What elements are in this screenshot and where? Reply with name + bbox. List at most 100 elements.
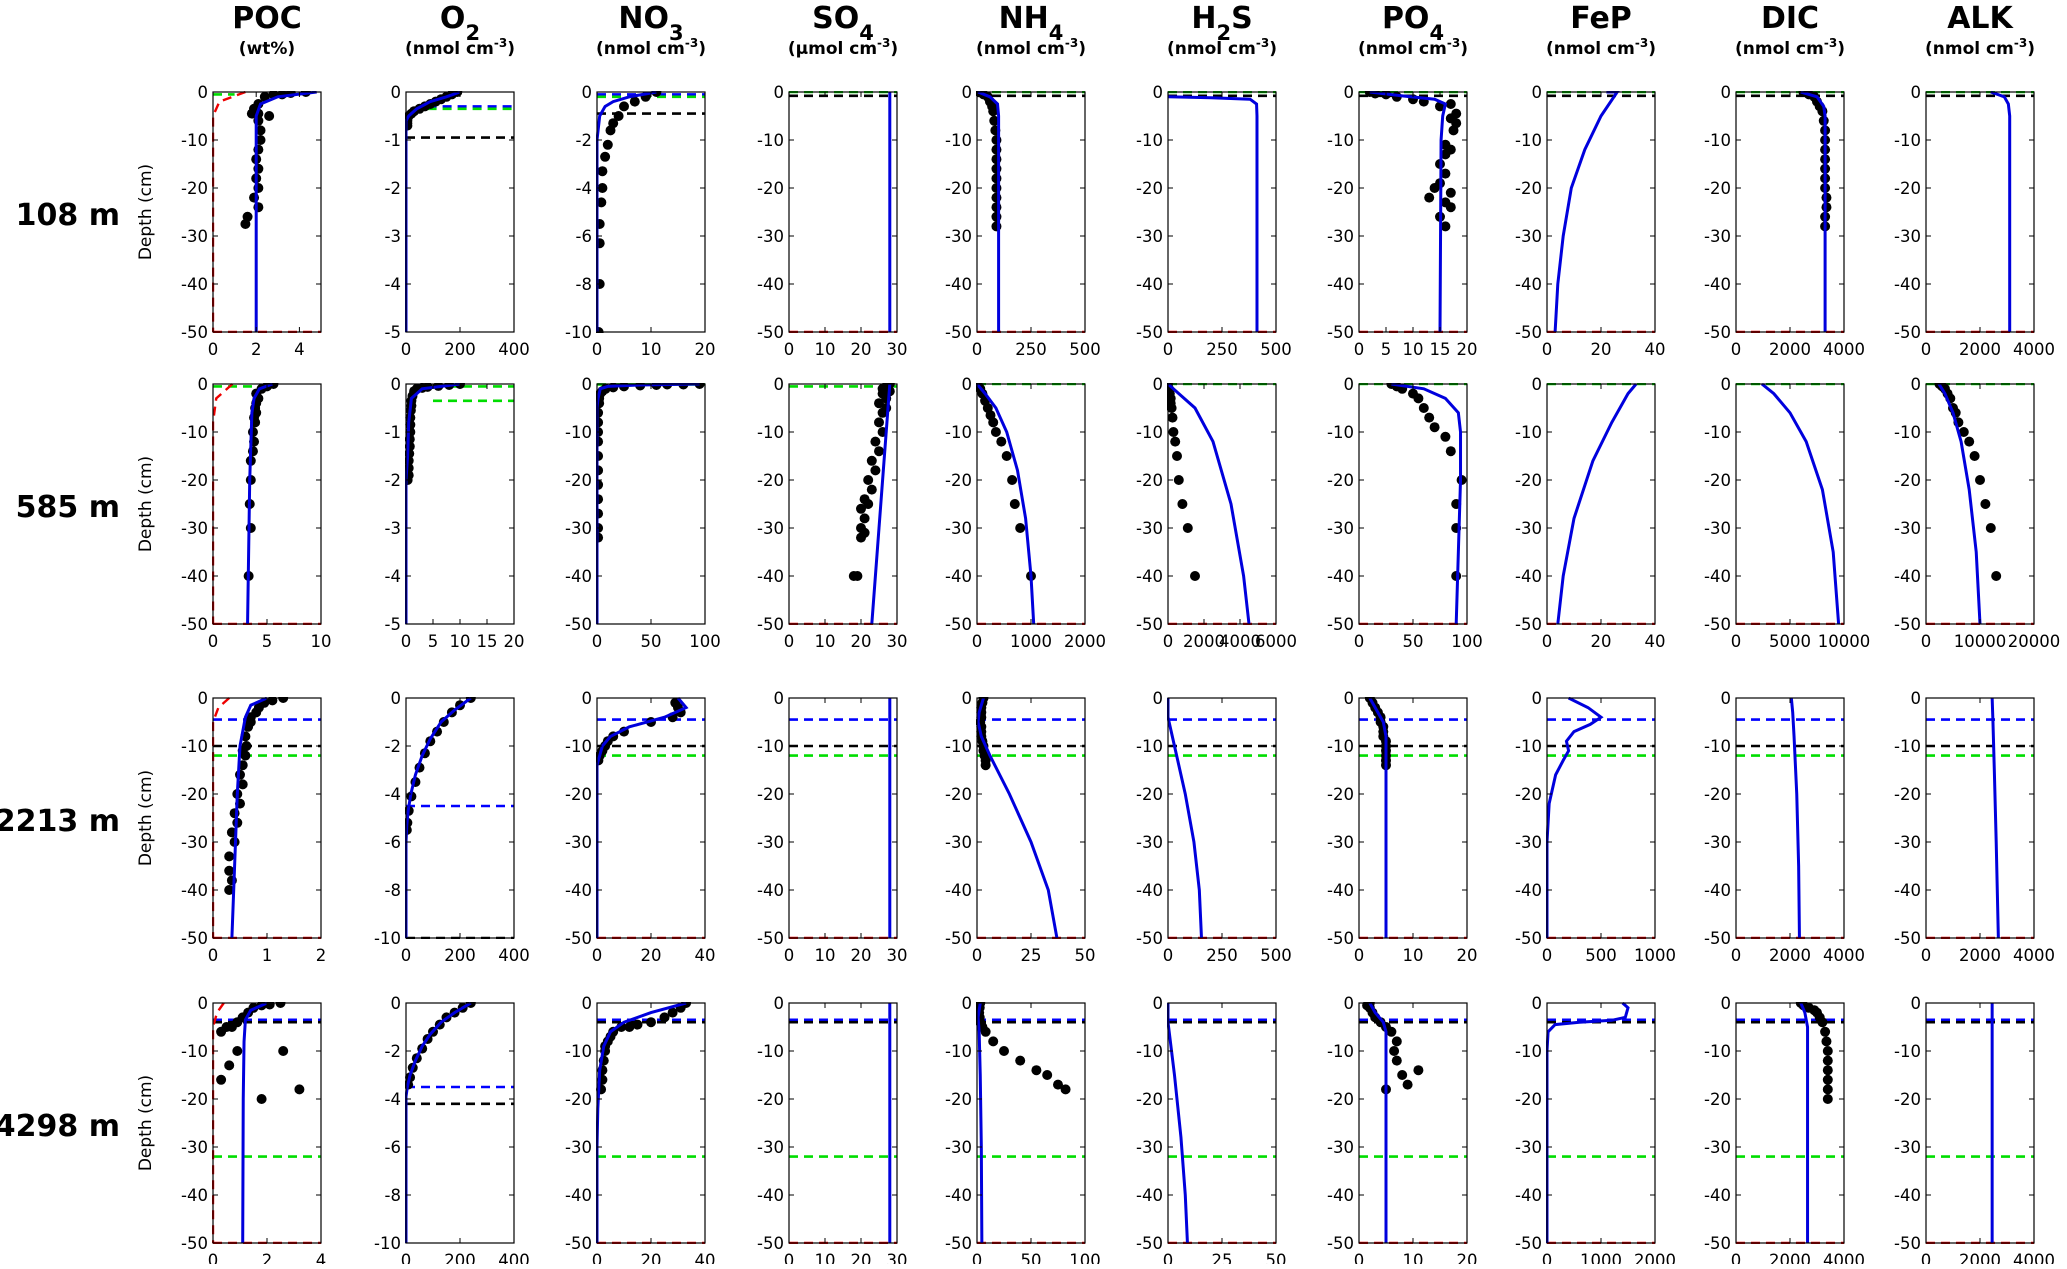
y-tick-label: -20 [757,179,784,198]
x-tick-label: 5 [428,632,439,651]
y-tick-label: -8 [385,881,401,900]
measured-point [597,166,608,177]
y-tick-label: -30 [1894,227,1921,246]
x-tick-label: 25 [1021,946,1042,965]
measured-point [1440,431,1451,442]
panel-plot-area [1926,1003,2034,1244]
measured-point [1969,451,1980,461]
x-tick-label: 0 [784,1251,795,1264]
model-profile-line [405,1002,472,1243]
y-tick-label: -50 [757,1234,784,1253]
y-tick-label: -40 [945,881,972,900]
x-tick-label: 0 [972,340,983,359]
x-tick-label: 20 [695,340,716,359]
y-tick-label: -50 [1327,615,1354,634]
y-tick-label: 0 [774,994,785,1013]
panel-plot-area [1736,383,1844,625]
measured-point [1822,1074,1833,1085]
x-tick-label: 15 [1430,340,1451,359]
panel-plot-area [405,91,514,332]
measured-point [999,1046,1009,1056]
model-profile-line [1391,383,1463,625]
y-tick-label: -40 [1704,275,1731,294]
x-tick-label: 400 [498,1251,530,1264]
x-tick-label: 2000 [1183,632,1225,651]
panel-plot-area [1736,91,1844,333]
measured-point [1440,168,1451,179]
column-title-dic: DIC [1761,1,1819,36]
measured-point [1958,427,1969,437]
x-tick-label: 5000 [1769,632,1811,651]
panel-nh4-585-m: 0-10-20-30-40-500 1000 2000 [945,375,1106,651]
y-tick-label: -6 [385,1138,401,1157]
x-tick-label: 4 [294,340,305,359]
y-tick-label: 0 [582,994,593,1013]
measured-point [988,417,999,428]
y-tick-label: -10 [1704,131,1731,150]
model-profile-line [1546,697,1604,938]
y-tick-label: -20 [565,785,592,804]
y-tick-label: -30 [757,227,784,246]
panel-frame [1546,697,1656,939]
y-tick-label: -50 [1515,1234,1542,1253]
y-tick-label: -50 [1704,1234,1731,1253]
x-tick-label: 0 [1163,1251,1174,1264]
panel-frame [1358,383,1468,625]
panel-poc-108-m: 0-10-20-30-40-500 2 4 [181,83,322,359]
measured-point [1190,571,1200,581]
x-tick-label: 20 [1591,632,1612,651]
x-tick-label: 0 [1163,946,1174,965]
panel-plot-area [596,91,705,333]
column-title-h2s: H2S [1191,1,1252,45]
panel-plot-area [789,383,897,625]
y-tick-label: -40 [565,567,592,586]
measured-point [1964,436,1975,447]
measured-point [870,436,881,447]
measured-point [224,885,235,895]
measured-point [1007,475,1018,485]
y-tick-label: -50 [1704,929,1731,948]
y-tick-label: -30 [1136,833,1163,852]
x-tick-label: 2000 [1769,340,1811,359]
panel-frame [212,1002,322,1244]
column-unit-7: (nmol cm-3) [1546,36,1656,59]
panel-frame [788,91,898,333]
y-tick-label: 0 [1911,689,1922,708]
x-tick-label: 15 [477,632,498,651]
x-tick-label: 50 [1403,632,1424,651]
panel-plot-area [976,91,1085,333]
y-tick-label: 0 [1721,375,1732,394]
x-tick-label: 10 [641,340,662,359]
y-tick-label: -30 [1327,833,1354,852]
row-label-2213: 2213 m [0,804,120,839]
x-tick-label: 10 [1403,340,1424,359]
panel-no3-4298-m: 0-10-20-30-40-500 20 40 [565,994,715,1269]
x-tick-label: 0 [1354,1251,1365,1264]
x-tick-label: 20 [1457,340,1478,359]
x-tick-label: 0 [1731,1251,1742,1264]
row-label-585: 585 m [16,490,120,525]
y-tick-label: 0 [774,375,785,394]
measured-point [1429,183,1440,193]
panel-o2-108-m: 0-1-2-3-4-50 200 400 [385,83,530,359]
y-tick-label: -10 [565,323,592,342]
y-tick-label: -40 [757,1186,784,1205]
y-tick-label: -20 [1515,785,1542,804]
measured-point [1418,403,1429,413]
measured-point [1042,1070,1053,1080]
x-tick-label: 0 [1731,340,1742,359]
y-tick-label: -40 [1136,275,1163,294]
y-tick-label: -30 [757,1138,784,1157]
y-axis-title: Depth (cm) [136,1075,156,1171]
y-tick-label: -40 [1894,567,1921,586]
y-tick-label: -50 [181,323,208,342]
panel-so4-108-m: 0-10-20-30-40-500 10 20 30 [757,83,907,359]
measured-point [990,427,1001,437]
measured-point [267,697,278,706]
model-profile-line [241,1002,268,1244]
column-title-alk: ALK [1947,1,2014,36]
x-tick-label: 200 [444,1251,476,1264]
y-tick-label: -10 [1704,737,1731,756]
y-tick-label: -10 [1704,423,1731,442]
panel-frame [1358,697,1468,939]
